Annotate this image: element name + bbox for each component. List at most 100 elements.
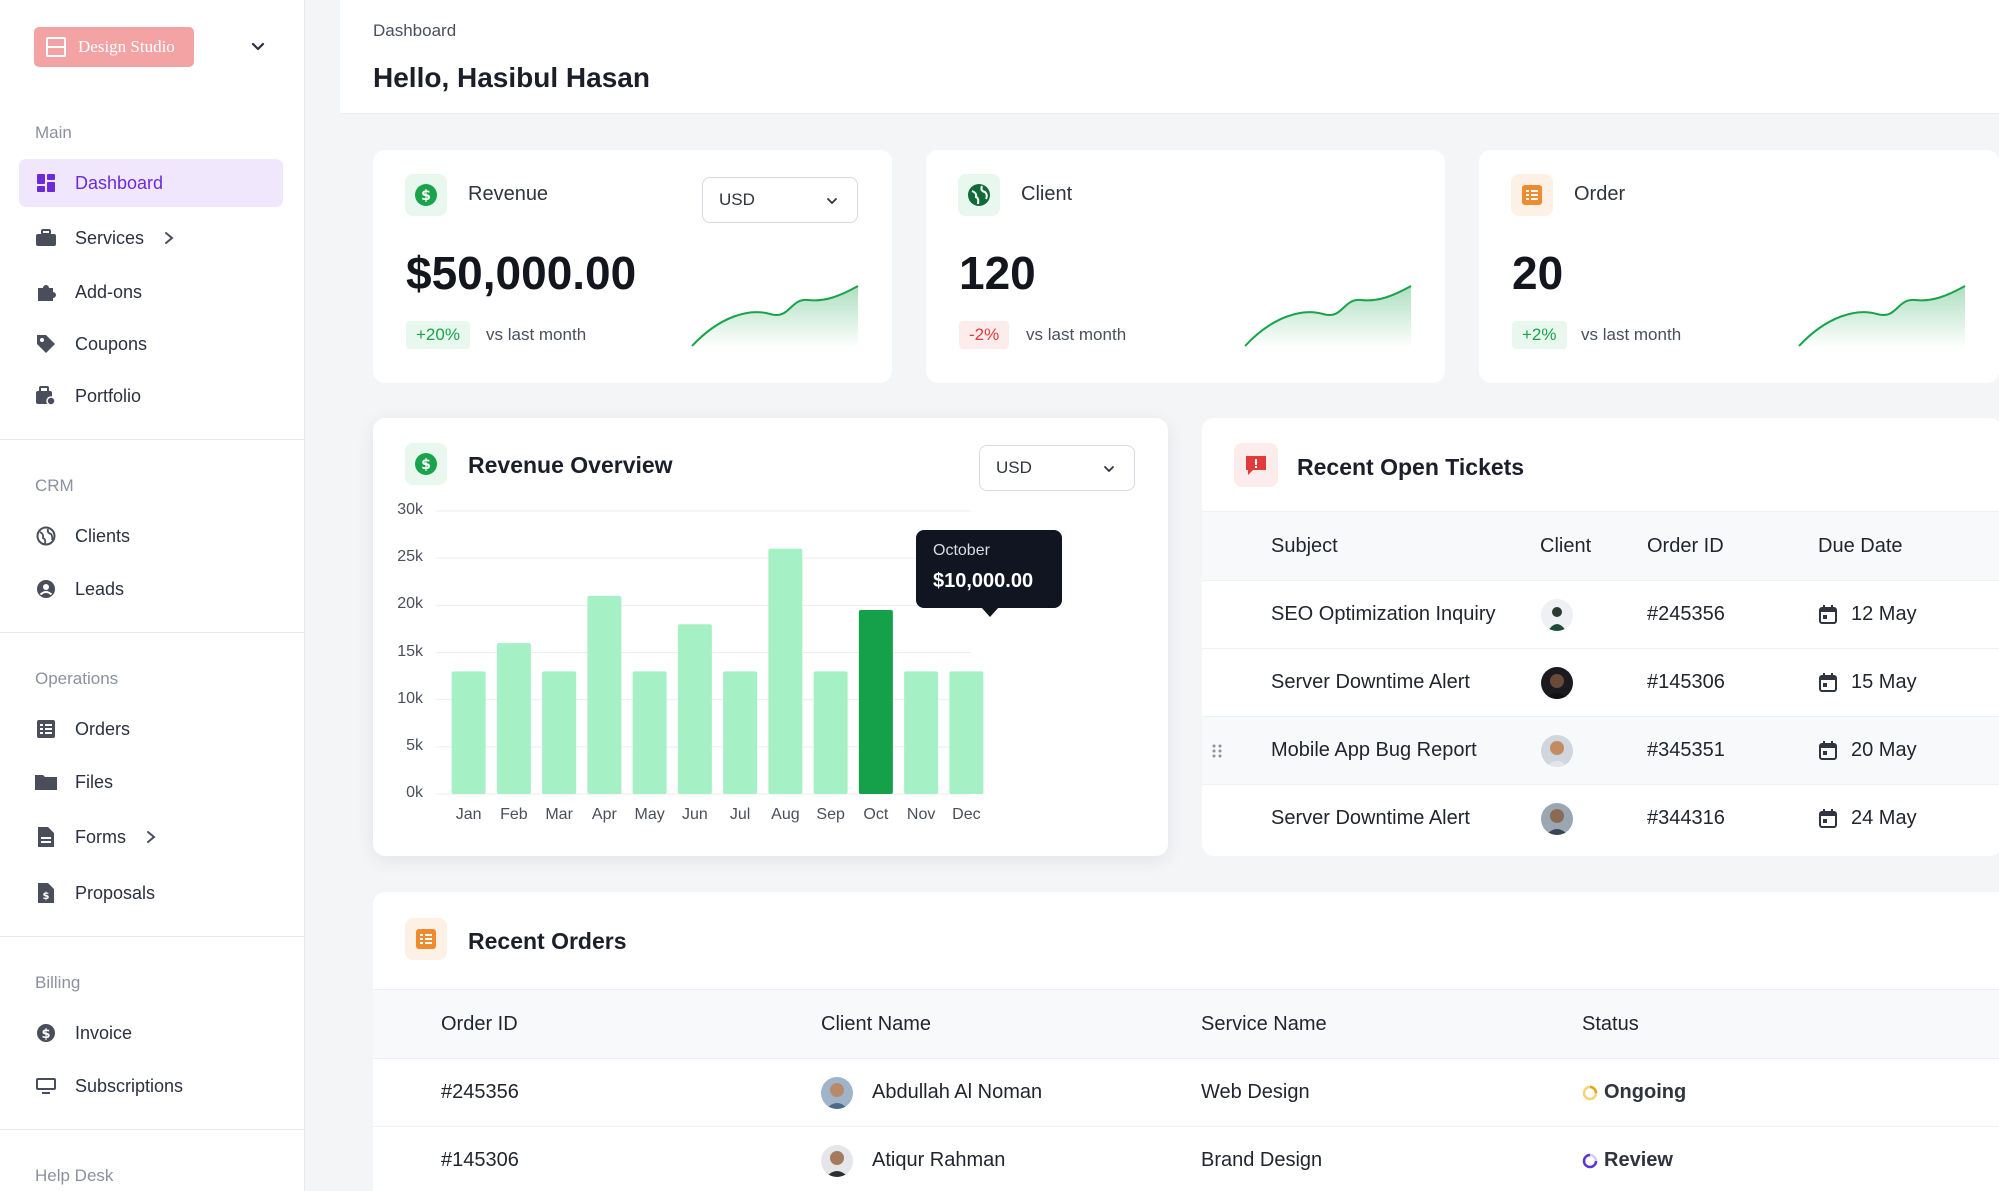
column-header-order-id[interactable]: Order ID [441, 1013, 518, 1035]
sidebar-item-label: Proposals [75, 882, 156, 903]
dollar-circle-icon: $ [35, 1022, 57, 1044]
table-row[interactable]: SEO Optimization Inquiry #245356 12 May [1202, 581, 1999, 649]
column-header-order-id[interactable]: Order ID [1647, 535, 1724, 557]
ticket-due-date: 15 May [1851, 671, 1917, 693]
recent-orders-card: Recent Orders Order ID Client Name Servi… [373, 892, 1999, 1191]
sidebar-item-label: Leads [75, 578, 125, 599]
folder-icon [35, 771, 57, 793]
tooltip-value: $10,000.00 [933, 570, 1034, 592]
puzzle-icon [35, 281, 57, 303]
stat-value: $50,000.00 [406, 247, 637, 299]
user-circle-icon [35, 578, 57, 600]
list-icon [405, 918, 447, 960]
sidebar-item-label: Clients [75, 525, 131, 546]
sidebar-item-proposals[interactable]: $ Proposals [19, 869, 283, 917]
sidebar-item-services[interactable]: Services [19, 214, 283, 262]
chart-bar-dec[interactable] [949, 671, 984, 794]
sidebar: Design Studio Main Dashboard Services Ad… [0, 0, 305, 1191]
chart-bar-jun[interactable] [677, 624, 712, 794]
revenue-card: $ Revenue USD $50,000.00 +20% vs last mo… [373, 150, 892, 383]
order-client-name: Atiqur Rahman [872, 1149, 1006, 1171]
sidebar-item-subscriptions[interactable]: Subscriptions [19, 1062, 283, 1110]
chart-bar-jul[interactable] [723, 671, 758, 794]
column-header-client[interactable]: Client [1540, 535, 1592, 557]
chevron-right-icon [147, 831, 156, 843]
table-row[interactable]: #245356 Abdullah Al Noman Web Design Ong… [373, 1059, 1999, 1127]
sparkline-chart [1244, 285, 1412, 348]
chart-bar-apr[interactable] [587, 595, 622, 794]
table-row[interactable]: #145306 Atiqur Rahman Brand Design Revie… [373, 1127, 1999, 1191]
dollar-document-icon: $ [35, 882, 57, 904]
chart-bar-feb[interactable] [496, 643, 531, 794]
spinner-icon [1582, 1085, 1598, 1100]
y-tick-label: 0k [406, 784, 423, 801]
x-tick-label: Feb [500, 806, 528, 823]
status-label: Ongoing [1604, 1081, 1687, 1103]
column-header-service-name[interactable]: Service Name [1201, 1013, 1327, 1035]
chart-bar-sep[interactable] [813, 671, 848, 794]
sidebar-item-invoice[interactable]: $ Invoice [19, 1009, 283, 1057]
order-service-name: Web Design [1201, 1081, 1310, 1103]
avatar [1541, 735, 1573, 767]
chart-bar-jan[interactable] [451, 671, 486, 794]
y-tick-label: 5k [406, 736, 423, 754]
svg-text:$: $ [421, 457, 431, 473]
currency-select[interactable]: USD [979, 445, 1135, 491]
breadcrumb[interactable]: Dashboard [373, 21, 457, 40]
x-tick-label: Jul [729, 806, 751, 823]
status-badge: Ongoing [1582, 1081, 1686, 1104]
order-card: Order 20 +2% vs last month [1479, 150, 1999, 383]
chevron-down-icon [1104, 466, 1114, 473]
sidebar-item-coupons[interactable]: Coupons [19, 320, 283, 368]
table-row[interactable]: Server Downtime Alert #344316 24 May [1202, 785, 1999, 853]
currency-select[interactable]: USD [702, 177, 858, 223]
sidebar-item-label: Files [75, 771, 114, 792]
sidebar-item-leads[interactable]: Leads [19, 565, 283, 613]
stat-comparison: vs last month [1581, 325, 1682, 344]
sidebar-item-forms[interactable]: Forms [19, 813, 283, 861]
sidebar-item-portfolio[interactable]: Portfolio [19, 372, 283, 420]
dollar-icon: $ [405, 443, 447, 485]
column-header-due-date[interactable]: Due Date [1818, 535, 1903, 557]
revenue-bar-chart: 0k 5k 10k 15k 20k 25k 30k Jan Feb Mar Apr May Jun Jul… [373, 418, 1168, 856]
monitor-icon [35, 1075, 57, 1097]
chart-bar-nov[interactable] [904, 671, 939, 794]
chart-bar-aug[interactable] [768, 548, 803, 794]
sidebar-item-files[interactable]: Files [19, 758, 283, 806]
currency-select-value: USD [719, 190, 755, 209]
alert-message-icon [1234, 443, 1278, 487]
ticket-order-id: #245356 [1647, 603, 1725, 625]
chart-tooltip: October $10,000.00 [916, 530, 1062, 617]
stat-label: Order [1574, 183, 1626, 205]
sidebar-item-orders[interactable]: Orders [19, 705, 283, 753]
avatar [1541, 599, 1573, 631]
brand-logo[interactable]: Design Studio [34, 27, 194, 67]
x-tick-label: Mar [545, 806, 573, 823]
column-header-subject[interactable]: Subject [1271, 535, 1338, 557]
sidebar-item-dashboard[interactable]: Dashboard [19, 159, 283, 207]
x-tick-label: Apr [591, 806, 617, 823]
chart-bar-mar[interactable] [542, 671, 577, 794]
drag-handle-icon[interactable] [1211, 743, 1223, 759]
y-tick-label: 25k [397, 548, 423, 566]
chart-bar-may[interactable] [632, 671, 667, 794]
table-row[interactable]: Mobile App Bug Report #345351 20 May [1202, 717, 1999, 785]
tooltip-month: October [933, 542, 990, 559]
sidebar-item-addons[interactable]: Add-ons [19, 268, 283, 316]
sidebar-item-label: Subscriptions [75, 1075, 184, 1096]
column-header-client-name[interactable]: Client Name [821, 1013, 932, 1035]
chart-bar-oct[interactable] [858, 610, 893, 794]
column-header-status[interactable]: Status [1582, 1013, 1639, 1035]
sidebar-item-clients[interactable]: Clients [19, 512, 283, 560]
globe-icon [958, 174, 1000, 216]
chevron-down-icon[interactable] [248, 36, 268, 56]
calendar-icon [1819, 809, 1837, 828]
y-tick-label: 30k [397, 501, 423, 518]
order-id: #145306 [441, 1149, 519, 1171]
globe-icon [35, 525, 57, 547]
x-tick-label: Nov [906, 806, 936, 823]
table-row[interactable]: Server Downtime Alert #145306 15 May [1202, 649, 1999, 717]
divider [0, 439, 305, 440]
sidebar-item-label: Services [75, 227, 145, 248]
card-title: Recent Open Tickets [1297, 454, 1525, 480]
